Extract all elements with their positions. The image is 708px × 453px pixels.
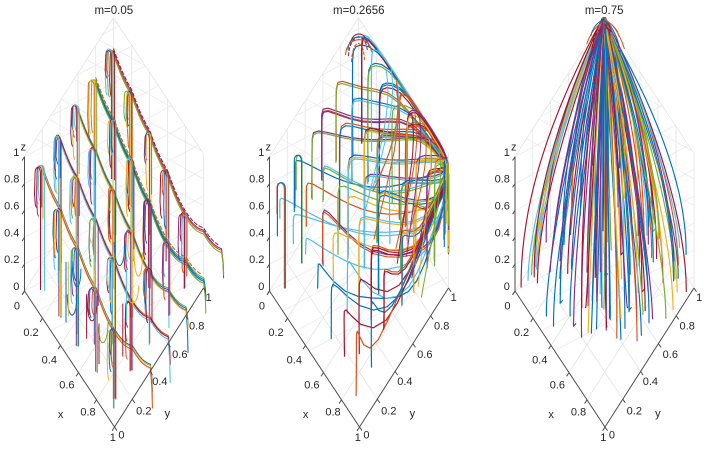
svg-text:0: 0 (504, 281, 510, 293)
svg-text:0: 0 (258, 281, 264, 293)
svg-text:0.4: 0.4 (249, 227, 264, 239)
svg-text:1: 1 (206, 292, 212, 304)
svg-text:0: 0 (13, 281, 19, 293)
svg-text:0.4: 0.4 (532, 355, 547, 367)
svg-text:m=0.75: m=0.75 (585, 5, 624, 17)
svg-text:0.2: 0.2 (249, 254, 264, 266)
svg-text:0.6: 0.6 (495, 201, 510, 213)
svg-text:0.4: 0.4 (643, 376, 658, 388)
svg-text:0.8: 0.8 (680, 321, 695, 333)
svg-text:0.8: 0.8 (80, 407, 95, 419)
svg-text:x: x (58, 409, 64, 421)
svg-text:0.2: 0.2 (627, 405, 642, 417)
svg-text:0.6: 0.6 (663, 349, 678, 361)
svg-text:0: 0 (363, 430, 369, 442)
svg-text:0.8: 0.8 (571, 407, 586, 419)
svg-text:0: 0 (118, 430, 124, 442)
svg-text:0.4: 0.4 (4, 227, 19, 239)
svg-text:0.8: 0.8 (434, 321, 449, 333)
svg-text:x: x (548, 409, 554, 421)
svg-text:z: z (511, 142, 517, 154)
svg-text:0.2: 0.2 (23, 327, 38, 339)
svg-text:1: 1 (696, 292, 702, 304)
svg-text:0.6: 0.6 (4, 201, 19, 213)
svg-text:1: 1 (110, 432, 116, 444)
svg-text:1: 1 (600, 432, 606, 444)
svg-text:0.2: 0.2 (495, 254, 510, 266)
svg-text:0.8: 0.8 (189, 321, 204, 333)
svg-text:0.4: 0.4 (495, 227, 510, 239)
svg-text:0.8: 0.8 (249, 174, 264, 186)
svg-text:x: x (303, 409, 309, 421)
svg-text:0.4: 0.4 (397, 376, 412, 388)
svg-text:0.8: 0.8 (325, 407, 340, 419)
svg-text:z: z (20, 142, 26, 154)
svg-text:z: z (265, 142, 271, 154)
svg-text:y: y (165, 408, 171, 420)
svg-text:m=0.2656: m=0.2656 (333, 5, 384, 17)
svg-text:0.2: 0.2 (4, 254, 19, 266)
svg-text:0.6: 0.6 (304, 379, 319, 391)
svg-text:0.2: 0.2 (136, 405, 151, 417)
svg-text:0.8: 0.8 (4, 174, 19, 186)
svg-text:0: 0 (609, 430, 615, 442)
svg-text:0.2: 0.2 (381, 405, 396, 417)
svg-text:y: y (410, 408, 416, 420)
svg-text:0.2: 0.2 (514, 327, 529, 339)
svg-text:1: 1 (504, 147, 510, 159)
svg-text:1: 1 (355, 432, 361, 444)
svg-text:y: y (655, 408, 661, 420)
svg-text:0.8: 0.8 (495, 174, 510, 186)
svg-text:0: 0 (504, 300, 510, 312)
svg-text:0.6: 0.6 (172, 349, 187, 361)
svg-text:1: 1 (451, 292, 457, 304)
svg-text:0.4: 0.4 (152, 376, 167, 388)
svg-text:0.6: 0.6 (59, 379, 74, 391)
svg-text:0: 0 (14, 300, 20, 312)
svg-text:0.4: 0.4 (42, 355, 57, 367)
svg-text:0: 0 (259, 300, 265, 312)
svg-text:0.2: 0.2 (268, 327, 283, 339)
svg-text:1: 1 (13, 147, 19, 159)
svg-text:m=0.05: m=0.05 (94, 5, 133, 17)
svg-text:0.4: 0.4 (287, 355, 302, 367)
svg-text:0.6: 0.6 (550, 379, 565, 391)
svg-text:1: 1 (258, 147, 264, 159)
svg-text:0.6: 0.6 (249, 201, 264, 213)
svg-text:0.6: 0.6 (417, 349, 432, 361)
